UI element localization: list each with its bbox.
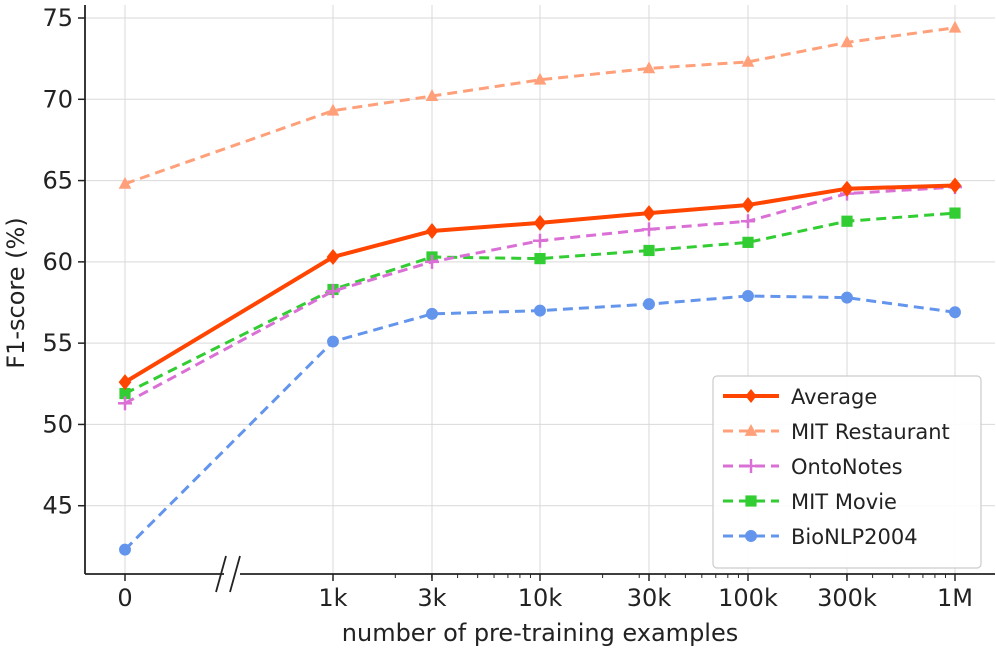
- marker-square: [949, 207, 961, 219]
- marker-diamond: [948, 177, 962, 194]
- marker-triangle: [533, 72, 547, 85]
- marker-square: [742, 236, 754, 248]
- axis-break-mark: [215, 555, 227, 593]
- x-tick-label: 100k: [718, 584, 778, 612]
- axes: [78, 5, 995, 593]
- marker-circle: [841, 291, 853, 304]
- marker-circle: [534, 304, 546, 317]
- marker-triangle: [425, 89, 439, 101]
- marker-square: [534, 253, 546, 265]
- marker-circle: [119, 543, 131, 556]
- series-mit-restaurant: [118, 20, 962, 189]
- marker-plus: [741, 214, 755, 229]
- marker-diamond: [642, 205, 656, 222]
- legend-item: BioNLP2004: [723, 525, 918, 549]
- marker-diamond: [425, 222, 439, 239]
- y-tick-label: 55: [42, 329, 73, 357]
- x-tick-label: 0: [117, 584, 132, 612]
- legend-item: OntoNotes: [723, 455, 903, 479]
- x-tick-label: 1M: [937, 584, 973, 612]
- legend-box: [712, 375, 982, 569]
- legend: Average MIT Restaurant OntoNotes MIT Movie B…: [712, 375, 982, 569]
- legend-label: OntoNotes: [791, 455, 903, 479]
- legend-label: MIT Movie: [791, 490, 897, 514]
- series-line: [124, 211, 956, 395]
- marker-plus: [425, 254, 439, 269]
- x-axis-title: number of pre-training examples: [342, 619, 738, 647]
- series-line: [124, 26, 956, 186]
- series-bionlp2004: [119, 290, 961, 556]
- marker-plus: [326, 284, 340, 299]
- legend-label: Average: [791, 385, 877, 409]
- y-tick-label: 60: [42, 248, 73, 276]
- legend-item: MIT Movie: [723, 490, 897, 514]
- marker-triangle: [741, 54, 755, 67]
- marker-diamond: [840, 180, 854, 197]
- x-tick-label: 300k: [817, 584, 877, 612]
- y-tick-label: 50: [42, 410, 73, 438]
- y-tick-label: 70: [42, 85, 73, 113]
- marker-plus: [533, 233, 547, 248]
- tick-labels: 45 50 55 60 65 70 75 0 1k 3k 10k 30k 100k 300k 1M: [42, 4, 973, 612]
- marker-triangle: [948, 20, 962, 33]
- marker-triangle: [118, 176, 132, 189]
- marker-square: [643, 244, 655, 257]
- marker-plus: [744, 459, 758, 473]
- marker-circle: [742, 290, 754, 302]
- marker-circle: [426, 307, 438, 320]
- legend-label: BioNLP2004: [791, 525, 918, 549]
- marker-triangle: [840, 35, 854, 48]
- legend-item: MIT Restaurant: [723, 420, 950, 444]
- axis-break-mark: [229, 555, 241, 593]
- y-tick-label: 75: [42, 4, 73, 32]
- series-line: [123, 294, 956, 551]
- marker-plus: [118, 396, 132, 411]
- series-lines: [118, 20, 962, 556]
- x-tick-label: 1k: [318, 584, 347, 612]
- marker-circle: [643, 298, 655, 311]
- marker-triangle: [642, 61, 656, 74]
- marker-diamond: [745, 389, 757, 403]
- x-tick-label: 3k: [417, 584, 446, 612]
- x-tick-label: 30k: [627, 584, 672, 612]
- marker-diamond: [326, 248, 340, 265]
- marker-square: [119, 387, 131, 400]
- marker-plus: [642, 222, 656, 237]
- y-tick-label: 65: [42, 167, 73, 195]
- legend-label: MIT Restaurant: [791, 420, 950, 444]
- marker-diamond: [533, 214, 547, 231]
- marker-circle: [327, 335, 339, 348]
- x-tick-label: 10k: [518, 584, 563, 612]
- marker-diamond: [741, 196, 755, 213]
- y-axis-title: F1-score (%): [2, 217, 30, 368]
- marker-circle: [949, 306, 961, 319]
- marker-square: [745, 495, 757, 507]
- series-line: [123, 183, 956, 384]
- marker-square: [841, 215, 853, 227]
- y-tick-label: 45: [42, 492, 73, 520]
- marker-circle: [745, 530, 757, 542]
- series-line: [124, 185, 956, 405]
- series-average: [118, 177, 962, 391]
- marker-diamond: [118, 374, 132, 391]
- marker-triangle: [326, 103, 340, 116]
- legend-item: Average: [723, 385, 877, 409]
- marker-triangle: [744, 424, 758, 436]
